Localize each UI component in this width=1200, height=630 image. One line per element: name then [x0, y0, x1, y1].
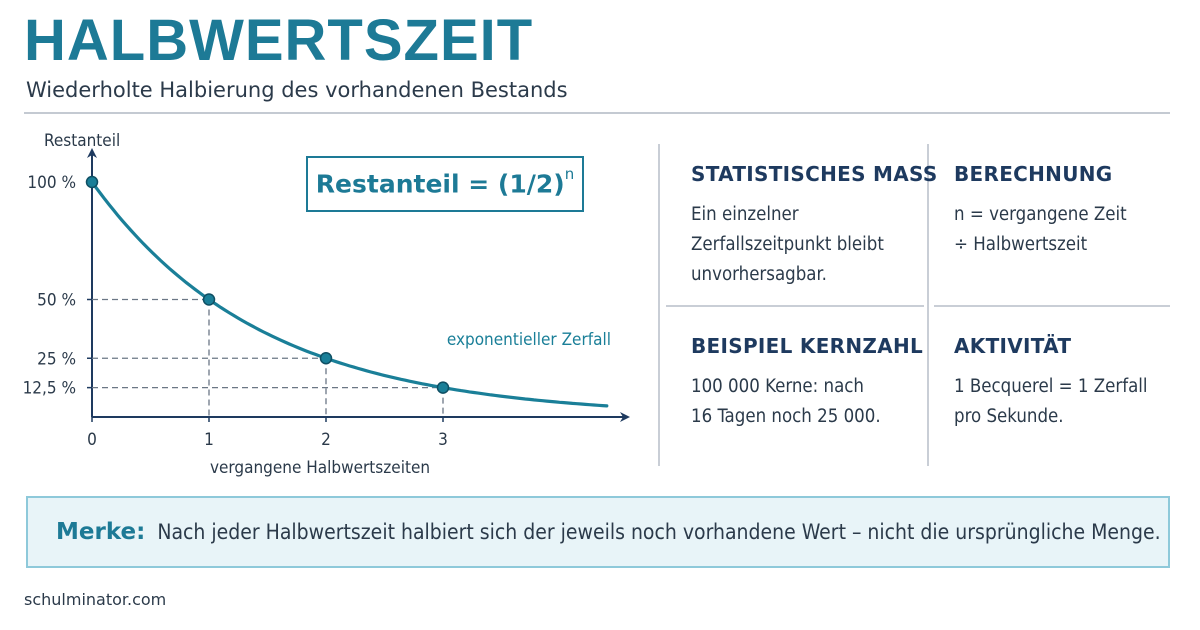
x-tick-label: 2 — [321, 430, 331, 450]
page-title: HALBWERTSZEIT — [24, 8, 534, 73]
merke-box: Merke: Nach jeder Halbwertszeit halbiert… — [26, 496, 1170, 568]
data-point — [319, 352, 333, 365]
y-axis-label: Restanteil — [44, 131, 120, 151]
formula-box: Restanteil = (1/2)n — [306, 156, 584, 212]
formula-base: Restanteil = (1/2) — [315, 169, 565, 199]
panel-beispiel-kernzahl: BEISPIEL KERNZAHL 100 000 Kerne: nach 16… — [691, 334, 923, 432]
panel-berechnung: BERECHNUNG n = vergangene Zeit ÷ Halbwer… — [954, 162, 1127, 260]
y-tick-label: 12,5 % — [23, 379, 76, 399]
y-tick-label: 50 % — [37, 291, 76, 311]
data-point — [436, 381, 450, 394]
panel-body: Ein einzelner Zerfallszeitpunkt bleibt u… — [691, 204, 884, 285]
merke-text: Nach jeder Halbwertszeit halbiert sich d… — [157, 520, 1161, 544]
footer-source: schulminator.com — [24, 590, 167, 609]
data-point — [85, 175, 99, 189]
panel-heading: AKTIVITÄT — [954, 334, 1072, 358]
panel-divider-vertical-middle — [927, 144, 929, 466]
panel-body: 100 000 Kerne: nach 16 Tagen noch 25 000… — [691, 376, 881, 427]
x-tick-label: 0 — [87, 430, 97, 450]
panel-body: 1 Becquerel = 1 Zerfall pro Sekunde. — [954, 376, 1148, 427]
page-subtitle: Wiederholte Halbierung des vorhandenen B… — [26, 78, 568, 102]
y-tick-label: 25 % — [37, 349, 76, 369]
panel-statistisches-mass: STATISTISCHES MASS Ein einzelner Zerfall… — [691, 162, 938, 290]
decay-curve — [90, 180, 609, 408]
formula-exponent: n — [564, 165, 575, 184]
x-tick-label: 1 — [204, 430, 214, 450]
curve-label: exponentieller Zerfall — [447, 330, 611, 350]
decay-chart: 100 % 50 % 25 % 12,5 % 0 1 2 3 Restanteil vergang… — [23, 131, 630, 478]
panel-body: n = vergangene Zeit ÷ Halbwertszeit — [954, 204, 1127, 255]
x-axis-label: vergangene Halbwertszeiten — [210, 458, 430, 478]
header-divider — [24, 112, 1170, 114]
data-point — [202, 293, 216, 306]
panel-heading: BEISPIEL KERNZAHL — [691, 334, 924, 358]
panel-heading: BERECHNUNG — [954, 162, 1113, 186]
y-tick-label: 100 % — [27, 173, 76, 193]
formula-text: Restanteil = (1/2)n — [315, 165, 574, 199]
panel-aktivitaet: AKTIVITÄT 1 Becquerel = 1 Zerfall pro Se… — [954, 334, 1148, 432]
panel-divider-vertical-left — [658, 144, 660, 466]
x-tick-label: 3 — [438, 430, 448, 450]
panel-divider-horizontal-right — [934, 305, 1170, 307]
merke-label: Merke: — [56, 519, 146, 545]
panel-divider-horizontal-left — [666, 305, 924, 307]
panel-heading: STATISTISCHES MASS — [691, 162, 938, 186]
